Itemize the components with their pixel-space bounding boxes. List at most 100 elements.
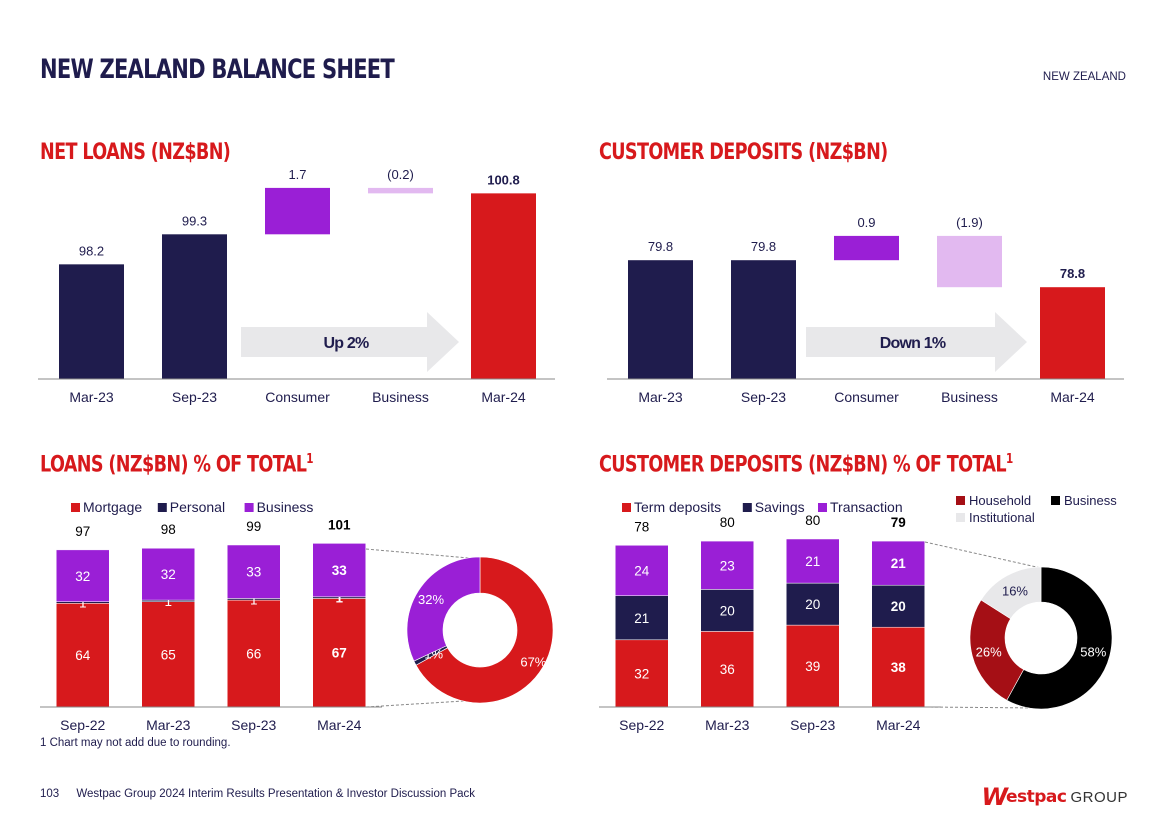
- donut-legend-label: Institutional: [969, 510, 1035, 525]
- segment-mortgage: [141, 601, 195, 708]
- category-label: Sep-23: [231, 717, 276, 733]
- legend-label: Mortgage: [83, 499, 142, 515]
- footer-text: Westpac Group 2024 Interim Results Prese…: [76, 788, 476, 800]
- category-label: Sep-23: [790, 717, 835, 733]
- bar-value-label: 79.8: [648, 239, 673, 254]
- segment-savings: [871, 584, 925, 628]
- growth-arrow: [241, 312, 459, 372]
- donut-slice-business: [1006, 566, 1113, 710]
- bar-consumer: [834, 235, 899, 261]
- bar-mar-23: [59, 264, 124, 379]
- donut-legend-label: Household: [969, 493, 1031, 508]
- category-label: Mar-23: [705, 717, 750, 733]
- segment-label: 39: [805, 659, 820, 674]
- segment-savings: [786, 582, 840, 626]
- bar-value-label: 1.7: [288, 167, 306, 182]
- segment-label: 1: [250, 592, 258, 607]
- bar-value-label: (1.9): [956, 215, 983, 230]
- segment-label: 21: [805, 554, 820, 569]
- segment-label: 20: [720, 603, 735, 618]
- page-title: NEW ZEALAND BALANCE SHEET: [40, 54, 395, 85]
- region-label: NEW ZEALAND: [1042, 71, 1126, 83]
- donut-label: 58%: [1080, 644, 1106, 659]
- growth-arrow-label: Down 1%: [880, 335, 946, 352]
- segment-label: 32: [634, 666, 649, 681]
- growth-arrow-label: Up 2%: [324, 335, 369, 352]
- category-label: Sep-22: [619, 717, 664, 733]
- segment-term-deposits: [871, 626, 925, 708]
- segment-label: 33: [332, 563, 348, 578]
- logo-name: estpac: [1005, 787, 1067, 807]
- segment-business: [227, 544, 281, 599]
- loans-mix-chart: Mortgage Personal Business 64 1 32 97 Sep-22 65 1…: [40, 499, 554, 733]
- donut-label: 16%: [1002, 584, 1028, 599]
- category-label: Business: [372, 389, 429, 405]
- category-label: Mar-23: [69, 389, 114, 405]
- connector-top: [924, 541, 1042, 569]
- logo-mark: W: [981, 783, 1009, 811]
- bar-value-label: 98.2: [79, 243, 104, 258]
- total-label: 97: [75, 524, 90, 539]
- donut-slice-institutional: [980, 566, 1042, 620]
- segment-term-deposits: [615, 639, 669, 708]
- segment-label: 23: [720, 558, 735, 573]
- segment-transaction: [871, 540, 925, 586]
- bar-value-label: 99.3: [182, 213, 207, 228]
- segment-savings: [700, 589, 754, 632]
- donut-label: 32%: [418, 592, 444, 607]
- legend-label: Term deposits: [634, 499, 721, 515]
- segment-business: [56, 549, 110, 602]
- segment-label: 1: [164, 594, 172, 609]
- bar-value-label: (0.2): [387, 167, 414, 182]
- customer-deposits-chart: Down 1% 79.8 Mar-23 79.8 Sep-23 0.9 Consumer (1…: [607, 215, 1124, 405]
- segment-label: 24: [634, 564, 650, 579]
- segment-business: [312, 543, 366, 598]
- bar-sep-23: [731, 260, 796, 379]
- segment-label: 32: [161, 567, 176, 582]
- bar-value-label: 100.8: [487, 172, 520, 187]
- legend-swatch-transaction: [818, 503, 827, 512]
- bar-value-label: 0.9: [857, 215, 875, 230]
- donut-label: 26%: [976, 644, 1002, 659]
- legend-label: Personal: [170, 499, 225, 515]
- legend-label: Business: [257, 499, 314, 515]
- category-label: Sep-23: [741, 389, 786, 405]
- segment-savings: [615, 595, 669, 641]
- total-label: 80: [805, 513, 820, 528]
- category-label: Mar-23: [638, 389, 683, 405]
- category-label: Mar-24: [317, 717, 362, 733]
- footnote: 1 Chart may not add due to rounding.: [40, 737, 231, 749]
- segment-label: 20: [805, 597, 820, 612]
- segment-label: 21: [891, 556, 907, 571]
- connector-bottom: [924, 706, 1042, 709]
- segment-mortgage: [312, 598, 366, 708]
- segment-label: 20: [891, 599, 906, 614]
- bar-mar-24: [471, 193, 536, 379]
- segment-transaction: [786, 538, 840, 584]
- donut-legend-swatch-institutional: [956, 513, 965, 522]
- donut-legend-swatch-household: [956, 496, 965, 505]
- category-label: Sep-23: [172, 389, 217, 405]
- page-number: 103: [40, 788, 60, 800]
- net-loans-chart: Up 2% 98.2 Mar-23 99.3 Sep-23 1.7 Consumer (0.2…: [38, 167, 555, 405]
- segment-label: 32: [75, 569, 90, 584]
- donut-slice-household: [969, 599, 1025, 701]
- segment-label: 1: [79, 596, 87, 611]
- total-label: 79: [891, 515, 906, 530]
- segment-label: 38: [891, 660, 907, 675]
- bar-consumer: [265, 187, 330, 235]
- segment-label: 1: [335, 591, 343, 606]
- segment-label: 67: [332, 646, 347, 661]
- donut-legend-swatch-business: [1051, 496, 1060, 505]
- segment-label: 64: [75, 648, 91, 663]
- segment-label: 36: [720, 662, 735, 677]
- segment-label: 66: [246, 647, 261, 662]
- total-label: 80: [720, 515, 735, 530]
- category-label: Sep-22: [60, 717, 105, 733]
- legend-swatch-business: [244, 503, 254, 512]
- legend-label: Savings: [755, 499, 805, 515]
- category-label: Consumer: [834, 389, 899, 405]
- segment-term-deposits: [700, 631, 754, 708]
- legend-swatch-mortgage: [71, 503, 80, 512]
